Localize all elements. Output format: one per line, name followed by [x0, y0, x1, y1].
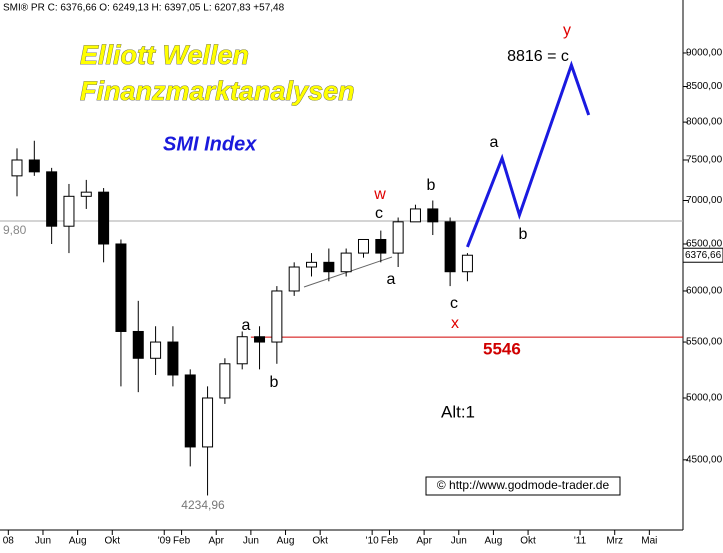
candle-body	[80, 191, 92, 197]
y-tick-label: 6500,00	[686, 239, 723, 250]
level-label: 9,80	[3, 223, 27, 237]
x-tick-label: '09	[158, 536, 171, 547]
y-tick-label: 9000,00	[686, 48, 723, 59]
x-tick-label: Aug	[485, 536, 503, 547]
x-tick-label: '11	[574, 536, 587, 547]
candle-body	[11, 159, 23, 177]
y-tick-label: 4500,00	[686, 454, 723, 465]
y-tick-label: 7500,00	[686, 155, 723, 166]
y-tick-label: 8500,00	[686, 81, 723, 92]
candle-body	[167, 341, 179, 376]
candle-body	[254, 336, 266, 343]
candle-body	[219, 363, 231, 399]
wave-label: a	[387, 271, 396, 288]
wave-label: b	[270, 374, 279, 391]
candle-body	[28, 159, 40, 173]
candle-body	[202, 397, 214, 448]
wave-label: x	[451, 315, 459, 332]
wave-label: w	[373, 186, 386, 203]
wave-label: b	[427, 177, 436, 194]
x-tick-label: Aug	[277, 536, 295, 547]
level-label: 5546	[483, 340, 521, 359]
x-tick-label: Mai	[641, 536, 657, 547]
y-tick-label: 7000,00	[686, 195, 723, 206]
candle-body	[150, 341, 162, 359]
last-price: 6376,66	[685, 250, 722, 261]
candle-body	[444, 221, 456, 273]
candle-body	[340, 252, 352, 273]
projection-line	[466, 60, 591, 248]
wave-label: a	[242, 317, 251, 334]
x-tick-label: Jun	[451, 536, 467, 547]
candle-body	[306, 261, 318, 268]
wave-label: y	[563, 22, 571, 39]
candle-body	[46, 171, 58, 227]
chart-title: Elliott Wellen	[80, 40, 249, 70]
candle-body	[392, 221, 404, 254]
x-tick-label: Jun	[35, 536, 51, 547]
x-tick-label: Mrz	[606, 536, 623, 547]
x-tick-label: Okt	[520, 536, 536, 547]
copyright: © http://www.godmode-trader.de	[437, 478, 610, 492]
header: SMI® PR C: 6376,66 O: 6249,13 H: 6397,05…	[3, 3, 285, 14]
x-tick-label: '10	[366, 536, 379, 547]
candle-body	[132, 330, 144, 359]
y-tick-label: 8000,00	[686, 117, 723, 128]
candle-body	[184, 374, 196, 448]
candle-body	[271, 290, 283, 343]
candle-body	[115, 243, 127, 332]
candle-body	[288, 266, 300, 292]
plot: 5546 9,80	[0, 60, 683, 496]
x-tick-label: Okt	[104, 536, 120, 547]
index-name: SMI Index	[163, 133, 257, 155]
wave-label: c	[450, 295, 458, 312]
x-tick-label: Apr	[416, 536, 432, 547]
candle-body	[98, 191, 110, 245]
x-tick-label: Aug	[69, 536, 87, 547]
x-tick-label: Jun	[243, 536, 259, 547]
y-tick-label: 5000,00	[686, 393, 723, 404]
wave-label: a	[490, 134, 499, 151]
target-label: 8816 = c	[507, 48, 569, 65]
x-tick-label: Feb	[173, 536, 191, 547]
chart-subtitle: Finanzmarktanalysen	[80, 76, 355, 106]
last-price-box	[682, 247, 723, 263]
x-tick-label: Feb	[381, 536, 399, 547]
candle-body	[323, 261, 335, 273]
candle-body	[427, 208, 439, 223]
candle-body	[236, 336, 248, 365]
candle-body	[409, 208, 421, 223]
candle-body	[63, 195, 75, 227]
wave-label: c	[375, 205, 383, 222]
y-tick-label: 5500,00	[686, 337, 723, 348]
candle-body	[375, 238, 387, 254]
x-tick-label: Apr	[208, 536, 224, 547]
low-label: 4234,96	[181, 498, 225, 512]
candle-body	[357, 238, 369, 254]
candle-body	[461, 254, 473, 273]
alt-label: Alt:1	[441, 402, 475, 421]
x-tick-label: Okt	[312, 536, 328, 547]
wave-label: b	[519, 226, 528, 243]
header-bg	[0, 0, 300, 14]
y-tick-label: 6000,00	[686, 286, 723, 297]
x-tick-label: 08	[3, 536, 15, 547]
copyright-box	[425, 476, 621, 496]
